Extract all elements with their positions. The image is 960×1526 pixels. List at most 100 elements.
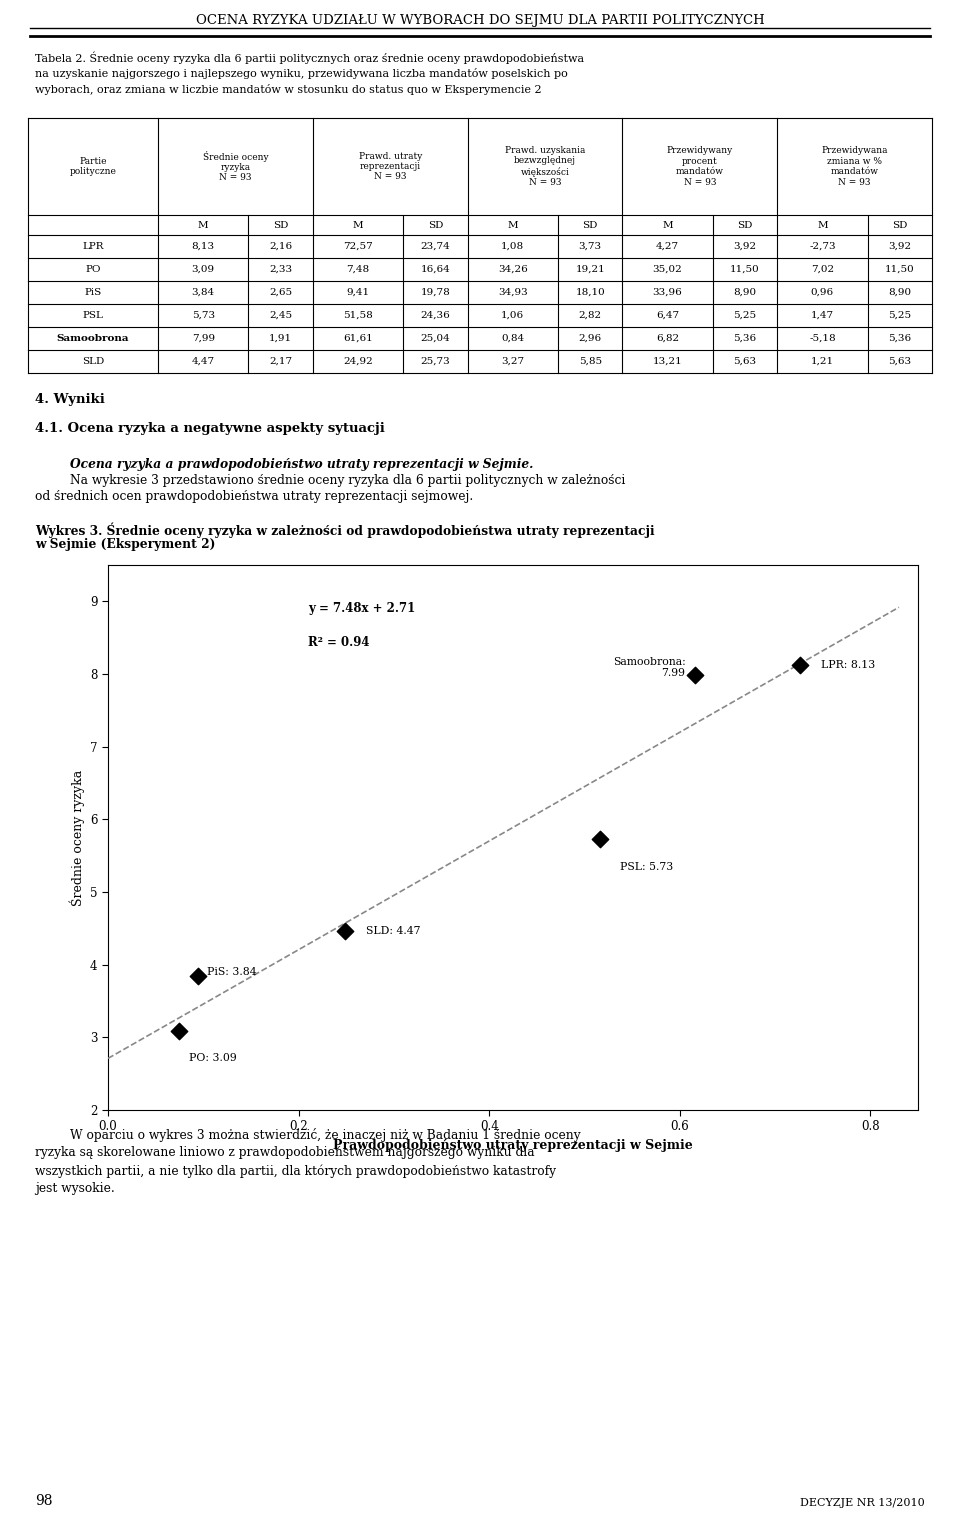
Text: 8,90: 8,90 bbox=[888, 288, 911, 298]
Point bbox=[172, 1018, 187, 1042]
Text: M: M bbox=[508, 220, 518, 229]
Text: -5,18: -5,18 bbox=[809, 334, 836, 343]
Text: 98: 98 bbox=[35, 1494, 53, 1508]
Text: 11,50: 11,50 bbox=[731, 266, 760, 275]
Text: 7,48: 7,48 bbox=[347, 266, 370, 275]
Text: 4.1. Ocena ryzyka a negatywne aspekty sytuacji: 4.1. Ocena ryzyka a negatywne aspekty sy… bbox=[35, 423, 385, 435]
Text: 5,73: 5,73 bbox=[192, 311, 215, 320]
Text: 5,36: 5,36 bbox=[733, 334, 756, 343]
Text: 33,96: 33,96 bbox=[653, 288, 683, 298]
Y-axis label: Średnie oceny ryzyka: Średnie oceny ryzyka bbox=[69, 769, 84, 905]
Text: 13,21: 13,21 bbox=[653, 357, 683, 366]
Text: SD: SD bbox=[892, 220, 907, 229]
Text: 16,64: 16,64 bbox=[420, 266, 450, 275]
Text: 25,04: 25,04 bbox=[420, 334, 450, 343]
Point bbox=[190, 964, 205, 989]
Text: 0,84: 0,84 bbox=[501, 334, 524, 343]
Text: M: M bbox=[352, 220, 363, 229]
Text: SLD: 4.47: SLD: 4.47 bbox=[367, 925, 420, 935]
Text: jest wysokie.: jest wysokie. bbox=[35, 1183, 115, 1195]
Text: R² = 0.94: R² = 0.94 bbox=[308, 636, 370, 650]
Text: PSL: PSL bbox=[83, 311, 104, 320]
X-axis label: Prawdopodobieństwo utraty reprezentacji w Sejmie: Prawdopodobieństwo utraty reprezentacji … bbox=[333, 1138, 693, 1152]
Text: PSL: 5.73: PSL: 5.73 bbox=[620, 862, 674, 871]
Text: 72,57: 72,57 bbox=[343, 243, 372, 250]
Text: 18,10: 18,10 bbox=[575, 288, 605, 298]
Text: 3,92: 3,92 bbox=[733, 243, 756, 250]
Text: Na wykresie 3 przedstawiono średnie oceny ryzyka dla 6 partii politycznych w zal: Na wykresie 3 przedstawiono średnie ocen… bbox=[70, 475, 625, 487]
Text: 2,65: 2,65 bbox=[269, 288, 292, 298]
Text: 24,36: 24,36 bbox=[420, 311, 450, 320]
Text: LPR: 8.13: LPR: 8.13 bbox=[821, 659, 875, 670]
Text: 8,90: 8,90 bbox=[733, 288, 756, 298]
Text: 25,73: 25,73 bbox=[420, 357, 450, 366]
Text: 6,82: 6,82 bbox=[656, 334, 679, 343]
Text: 5,63: 5,63 bbox=[733, 357, 756, 366]
Point bbox=[792, 652, 807, 676]
Text: 11,50: 11,50 bbox=[885, 266, 915, 275]
Text: 3,73: 3,73 bbox=[579, 243, 602, 250]
Text: PiS: PiS bbox=[84, 288, 102, 298]
Text: Tabela 2. Średnie oceny ryzyka dla 6 partii politycznych oraz średnie oceny praw: Tabela 2. Średnie oceny ryzyka dla 6 par… bbox=[35, 52, 584, 64]
Text: 1,47: 1,47 bbox=[811, 311, 834, 320]
Text: 3,84: 3,84 bbox=[192, 288, 215, 298]
Text: LPR: LPR bbox=[83, 243, 104, 250]
Text: 3,09: 3,09 bbox=[192, 266, 215, 275]
Text: 6,47: 6,47 bbox=[656, 311, 679, 320]
Text: wszystkich partii, a nie tylko dla partii, dla których prawdopodobieństwo katast: wszystkich partii, a nie tylko dla parti… bbox=[35, 1164, 556, 1178]
Text: 2,96: 2,96 bbox=[579, 334, 602, 343]
Text: Samoobrona:
7.99: Samoobrona: 7.99 bbox=[612, 656, 685, 678]
Text: 5,85: 5,85 bbox=[579, 357, 602, 366]
Text: 3,92: 3,92 bbox=[888, 243, 911, 250]
Text: ryzyka są skorelowane liniowo z prawdopodobieństwem najgorszego wyniku dla: ryzyka są skorelowane liniowo z prawdopo… bbox=[35, 1146, 535, 1160]
Text: Przewidywany
procent
mandatów
N = 93: Przewidywany procent mandatów N = 93 bbox=[666, 146, 732, 186]
Text: 0,96: 0,96 bbox=[811, 288, 834, 298]
Text: SLD: SLD bbox=[82, 357, 104, 366]
Text: Partie
polityczne: Partie polityczne bbox=[69, 157, 116, 175]
Text: 34,93: 34,93 bbox=[498, 288, 528, 298]
Text: Samoobrona: Samoobrona bbox=[57, 334, 130, 343]
Text: 7,99: 7,99 bbox=[192, 334, 215, 343]
Text: 8,13: 8,13 bbox=[192, 243, 215, 250]
Text: M: M bbox=[662, 220, 673, 229]
Text: Prawd. uzyskania
bezwzględnej
większości
N = 93: Prawd. uzyskania bezwzględnej większości… bbox=[505, 146, 586, 188]
Text: 19,21: 19,21 bbox=[575, 266, 605, 275]
Text: 1,21: 1,21 bbox=[811, 357, 834, 366]
Text: 5,36: 5,36 bbox=[888, 334, 911, 343]
Text: M: M bbox=[198, 220, 208, 229]
Text: Średnie oceny
ryzyka
N = 93: Średnie oceny ryzyka N = 93 bbox=[203, 151, 268, 183]
Text: 1,91: 1,91 bbox=[269, 334, 292, 343]
Text: M: M bbox=[817, 220, 828, 229]
Text: DECYZJE NR 13/2010: DECYZJE NR 13/2010 bbox=[801, 1499, 925, 1508]
Text: OCENA RYZYKA UDZIAŁU W WYBORACH DO SEJMU DLA PARTII POLITYCZNYCH: OCENA RYZYKA UDZIAŁU W WYBORACH DO SEJMU… bbox=[196, 14, 764, 27]
Text: 4. Wyniki: 4. Wyniki bbox=[35, 394, 105, 406]
Text: wyborach, oraz zmiana w liczbie mandatów w stosunku do status quo w Eksperymenci: wyborach, oraz zmiana w liczbie mandatów… bbox=[35, 84, 541, 95]
Text: 7,02: 7,02 bbox=[811, 266, 834, 275]
Text: Wykres 3. Średnie oceny ryzyka w zależności od prawdopodobieństwa utraty repreze: Wykres 3. Średnie oceny ryzyka w zależno… bbox=[35, 522, 655, 537]
Text: PO: 3.09: PO: 3.09 bbox=[189, 1053, 236, 1064]
Text: 2,33: 2,33 bbox=[269, 266, 292, 275]
Text: 34,26: 34,26 bbox=[498, 266, 528, 275]
Text: SD: SD bbox=[273, 220, 288, 229]
Text: 2,82: 2,82 bbox=[579, 311, 602, 320]
Text: SD: SD bbox=[428, 220, 444, 229]
Text: 2,16: 2,16 bbox=[269, 243, 292, 250]
Text: PiS: 3.84: PiS: 3.84 bbox=[207, 967, 257, 977]
Text: 51,58: 51,58 bbox=[343, 311, 372, 320]
Text: Ocena ryzyka a prawdopodobieństwo utraty reprezentacji w Sejmie.: Ocena ryzyka a prawdopodobieństwo utraty… bbox=[70, 458, 534, 472]
Text: W oparciu o wykres 3 można stwierdzić, że inaczej niż w Badaniu 1 średnie oceny: W oparciu o wykres 3 można stwierdzić, ż… bbox=[70, 1128, 581, 1141]
Text: 2,45: 2,45 bbox=[269, 311, 292, 320]
Text: SD: SD bbox=[737, 220, 753, 229]
Text: Prawd. utraty
reprezentacji
N = 93: Prawd. utraty reprezentacji N = 93 bbox=[358, 151, 421, 182]
Text: na uzyskanie najgorszego i najlepszego wyniku, przewidywana liczba mandatów pose: na uzyskanie najgorszego i najlepszego w… bbox=[35, 69, 567, 79]
Point bbox=[687, 662, 703, 687]
Point bbox=[592, 827, 608, 852]
Text: w Sejmie (Eksperyment 2): w Sejmie (Eksperyment 2) bbox=[35, 539, 215, 551]
Text: 35,02: 35,02 bbox=[653, 266, 683, 275]
Text: 23,74: 23,74 bbox=[420, 243, 450, 250]
Text: SD: SD bbox=[583, 220, 598, 229]
Text: -2,73: -2,73 bbox=[809, 243, 836, 250]
Text: 3,27: 3,27 bbox=[501, 357, 524, 366]
Text: 2,17: 2,17 bbox=[269, 357, 292, 366]
Text: 4,47: 4,47 bbox=[192, 357, 215, 366]
